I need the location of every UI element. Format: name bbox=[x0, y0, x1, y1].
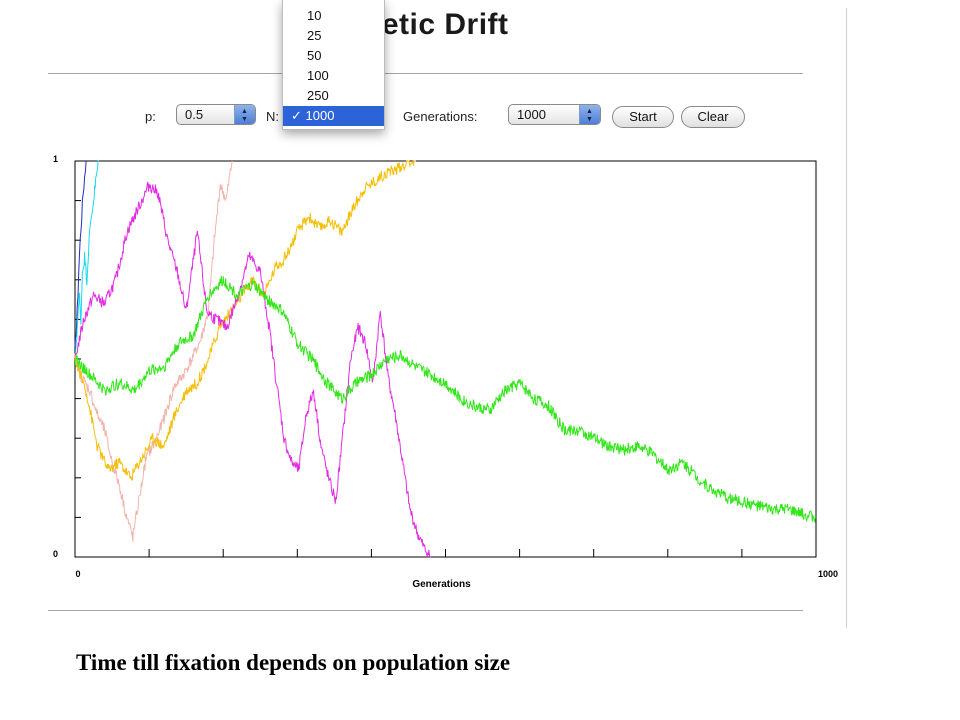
n-option-10[interactable]: 10 bbox=[307, 8, 322, 23]
n-option-25[interactable]: 25 bbox=[307, 28, 322, 43]
x-tick-label-min: 0 bbox=[75, 569, 80, 579]
series-line-2 bbox=[74, 160, 99, 355]
n-option-100[interactable]: 100 bbox=[307, 68, 329, 83]
start-button[interactable]: Start bbox=[612, 106, 674, 128]
generations-label: Generations: bbox=[403, 109, 478, 124]
bottom-divider bbox=[48, 610, 803, 611]
series-line-6 bbox=[74, 275, 817, 524]
x-axis-label: Generations bbox=[412, 579, 471, 590]
n-option-250[interactable]: 250 bbox=[307, 88, 329, 103]
n-option-50[interactable]: 50 bbox=[307, 48, 322, 63]
clear-button[interactable]: Clear bbox=[681, 106, 745, 128]
p-stepper-icon[interactable]: ▲ ▼ bbox=[234, 105, 255, 124]
x-tick-label-max: 1000 bbox=[818, 569, 838, 579]
generations-value: 1000 bbox=[517, 107, 546, 122]
n-dropdown-menu[interactable]: 10 25 50 100 250 ✓ 1000 bbox=[282, 0, 385, 130]
top-divider bbox=[48, 73, 803, 74]
p-select[interactable]: 0.5 ▲ ▼ bbox=[176, 104, 256, 125]
p-value: 0.5 bbox=[185, 107, 204, 122]
series-line-5 bbox=[74, 181, 431, 558]
n-label: N: bbox=[266, 109, 279, 124]
series-line-3 bbox=[74, 160, 233, 542]
series-line-1 bbox=[74, 160, 87, 347]
generations-stepper-icon[interactable]: ▲ ▼ bbox=[579, 105, 600, 124]
p-label: p: bbox=[145, 109, 156, 124]
n-option-1000[interactable]: ✓ 1000 bbox=[283, 106, 384, 126]
window-edge bbox=[846, 8, 847, 628]
series-line-4 bbox=[74, 160, 416, 481]
generations-select[interactable]: 1000 ▲ ▼ bbox=[508, 104, 601, 125]
y-tick-label-max: 1 bbox=[53, 154, 58, 164]
slide-caption: Time till fixation depends on population… bbox=[76, 650, 511, 675]
y-tick-label-min: 0 bbox=[53, 549, 58, 559]
plot-area bbox=[74, 160, 817, 558]
